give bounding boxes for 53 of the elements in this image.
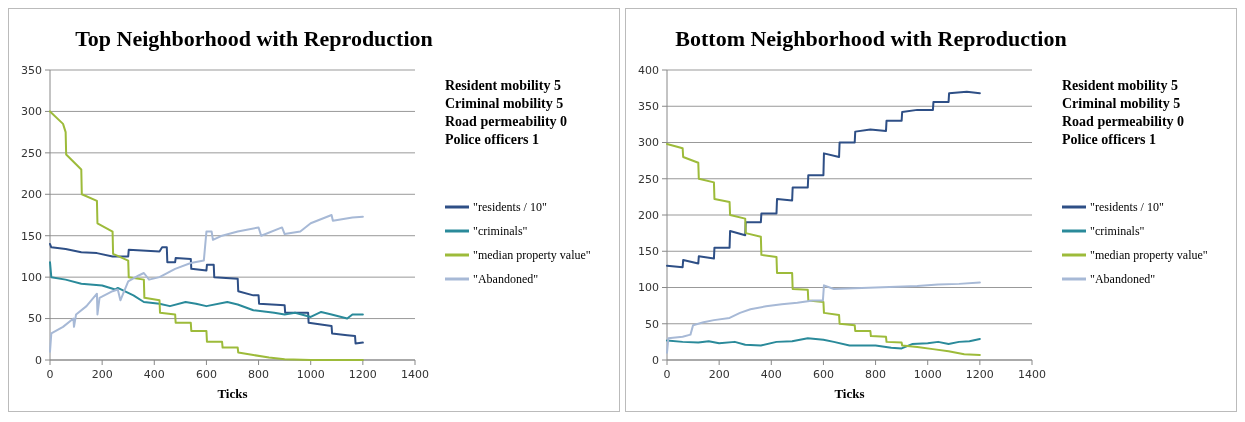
x-tick-label: 1200 bbox=[348, 368, 377, 381]
legend-label: "criminals" bbox=[473, 224, 528, 239]
y-tick-label: 150 bbox=[21, 229, 42, 243]
text: Criminal mobility 5 bbox=[1062, 96, 1181, 111]
legend-label: "median property value" bbox=[1090, 248, 1208, 263]
x-tick-label: 800 bbox=[248, 368, 270, 381]
text: Resident mobility 5 bbox=[1062, 78, 1178, 93]
y-tick-label: 350 bbox=[21, 63, 42, 77]
text: Police officers 1 bbox=[445, 132, 540, 147]
chart-title: Top Neighborhood with Reproduction bbox=[75, 26, 433, 51]
y-tick-label: 400 bbox=[638, 63, 659, 77]
x-tick-label: 1200 bbox=[965, 368, 994, 381]
x-tick-label: 600 bbox=[195, 368, 217, 381]
x-tick-label: 0 bbox=[663, 368, 671, 381]
x-axis-title: Ticks bbox=[217, 386, 248, 401]
x-axis-title: Ticks bbox=[834, 386, 865, 401]
y-tick-label: 200 bbox=[21, 188, 42, 202]
y-tick-label: 0 bbox=[35, 353, 42, 367]
x-tick-label: 0 bbox=[46, 368, 54, 381]
legend-label: "median property value" bbox=[473, 248, 591, 263]
x-tick-label: 200 bbox=[708, 368, 730, 381]
y-tick-label: 300 bbox=[21, 105, 42, 119]
y-tick-label: 150 bbox=[638, 245, 659, 259]
x-tick-label: 1000 bbox=[296, 368, 325, 381]
y-tick-label: 50 bbox=[28, 312, 42, 326]
legend-label: "Abandoned" bbox=[1090, 272, 1156, 287]
text: Resident mobility 5 bbox=[445, 78, 561, 93]
x-tick-label: 600 bbox=[812, 368, 834, 381]
legend-label: "residents / 10" bbox=[473, 200, 547, 215]
legend-label: "Abandoned" bbox=[473, 272, 539, 287]
y-tick-label: 200 bbox=[638, 208, 659, 222]
text: Road permeability 0 bbox=[445, 114, 568, 129]
x-tick-label: 800 bbox=[865, 368, 887, 381]
x-tick-label: 1400 bbox=[1018, 368, 1046, 381]
y-tick-label: 300 bbox=[638, 136, 659, 150]
text: Road permeability 0 bbox=[1062, 114, 1185, 129]
y-tick-label: 0 bbox=[652, 353, 659, 367]
x-tick-label: 200 bbox=[91, 368, 113, 381]
chart-title: Bottom Neighborhood with Reproduction bbox=[675, 26, 1067, 51]
legend-label: "residents / 10" bbox=[1090, 200, 1164, 215]
text: Police officers 1 bbox=[1062, 132, 1157, 147]
y-tick-label: 250 bbox=[638, 172, 659, 186]
x-tick-label: 400 bbox=[143, 368, 165, 381]
y-tick-label: 250 bbox=[21, 146, 42, 160]
x-tick-label: 1400 bbox=[401, 368, 429, 381]
y-tick-label: 50 bbox=[645, 317, 659, 331]
text: Criminal mobility 5 bbox=[445, 96, 564, 111]
legend-label: "criminals" bbox=[1090, 224, 1145, 239]
y-tick-label: 100 bbox=[638, 281, 659, 295]
x-tick-label: 1000 bbox=[913, 368, 942, 381]
x-tick-label: 400 bbox=[760, 368, 782, 381]
y-tick-label: 350 bbox=[638, 100, 659, 114]
y-tick-label: 100 bbox=[21, 270, 42, 284]
